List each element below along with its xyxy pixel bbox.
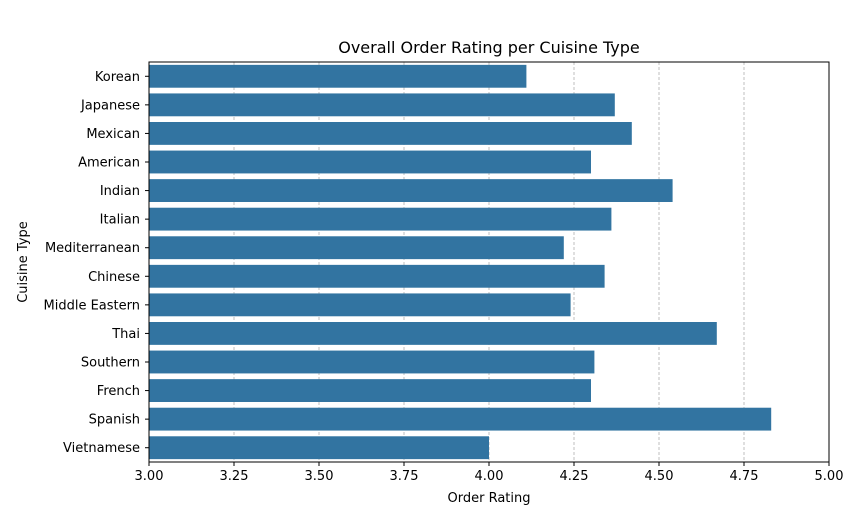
bar [149, 407, 772, 431]
x-axis-title: Order Rating [448, 491, 531, 506]
bar [149, 436, 489, 460]
y-tick-label: Japanese [80, 98, 140, 113]
bar [149, 64, 527, 88]
bar [149, 293, 571, 317]
chart-title: Overall Order Rating per Cuisine Type [338, 38, 640, 57]
bar [149, 207, 612, 231]
y-tick-label: Southern [81, 356, 140, 371]
bar [149, 122, 632, 145]
bar [149, 236, 564, 260]
bar [149, 322, 717, 345]
x-tick-label: 4.25 [560, 469, 589, 484]
y-tick-label: American [78, 156, 140, 171]
x-tick-label: 4.00 [475, 469, 504, 484]
bar [149, 93, 615, 117]
y-tick-label: French [97, 384, 140, 399]
y-tick-label: Chinese [88, 270, 140, 285]
bar [149, 379, 591, 402]
bars [149, 64, 772, 460]
x-tick-label: 4.50 [645, 469, 674, 484]
bar [149, 350, 595, 374]
y-tick-label: Vietnamese [63, 441, 140, 456]
y-axis-title: Cuisine Type [16, 221, 31, 303]
x-axis-ticks: 3.00 3.25 3.50 3.75 4.00 4.25 4.50 4.75 5.00 [135, 462, 844, 484]
y-tick-label: Mexican [86, 127, 140, 142]
y-tick-label: Middle Eastern [44, 298, 140, 313]
x-tick-label: 4.75 [730, 469, 759, 484]
y-tick-label: Indian [100, 184, 140, 199]
y-tick-label: Spanish [89, 413, 140, 428]
y-tick-label: Mediterranean [45, 241, 140, 256]
y-tick-label: Italian [100, 213, 140, 228]
bar [149, 264, 605, 288]
x-tick-label: 3.75 [390, 469, 419, 484]
x-tick-label: 3.25 [220, 469, 249, 484]
bar [149, 150, 591, 174]
y-axis-ticks: Korean Japanese Mexican American Indian Itali… [44, 70, 149, 456]
bar [149, 179, 673, 202]
x-tick-label: 3.00 [135, 469, 164, 484]
x-tick-label: 5.00 [815, 469, 844, 484]
x-tick-label: 3.50 [305, 469, 334, 484]
y-tick-label: Thai [111, 327, 140, 342]
y-tick-label: Korean [95, 70, 140, 85]
